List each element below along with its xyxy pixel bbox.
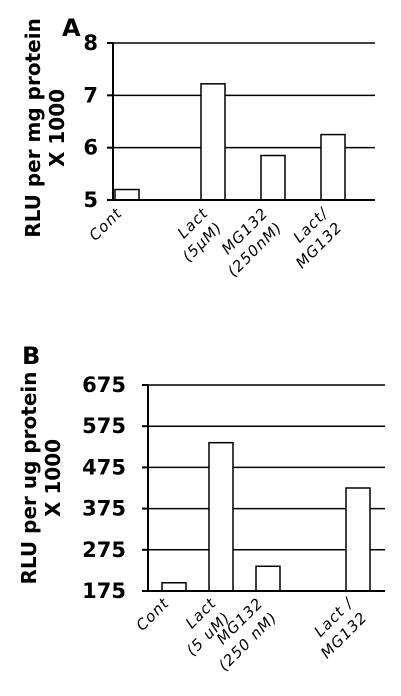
- panel-a-bar: [200, 83, 226, 201]
- panel-a-yticks: 5 6 7 8: [83, 31, 113, 212]
- panel-a-category-label: Lact(5μM): [174, 204, 226, 265]
- panel-b-category-label: Lact /MG132: [311, 593, 371, 662]
- panel-b-ytick-label: 375: [82, 497, 126, 521]
- panel-b-letter: B: [22, 342, 40, 370]
- panel-b: B RLU per ug protein X 1000 175 275 375 475…: [17, 342, 385, 674]
- panel-a-bar: [114, 188, 140, 201]
- panel-a-ytick-label: 5: [83, 188, 98, 212]
- panel-a-ylabel-line2: X 1000: [45, 89, 69, 167]
- panel-b-yticks: 175 275 375 475 575 675: [82, 373, 148, 603]
- panel-b-ytick-label: 575: [82, 414, 126, 438]
- panel-a-ytick-label: 6: [83, 136, 98, 160]
- panel-b-ytick-label: 175: [82, 579, 126, 603]
- panel-b-ytick-label: 675: [82, 373, 126, 397]
- panel-a-bar: [320, 133, 346, 201]
- panel-a-category-labels: Cont Lact(5μM)MG132(250nM) Lact/MG132: [85, 203, 346, 280]
- panel-b-bar: [161, 582, 187, 592]
- panel-b-ytick-label: 475: [82, 455, 126, 479]
- panel-b-bar: [208, 441, 234, 592]
- panel-a-ytick-label: 8: [83, 31, 98, 55]
- panel-a-category-label: MG132(250nM): [218, 204, 286, 280]
- panel-a-letter: A: [62, 14, 81, 42]
- panel-b-category-label: Cont: [132, 594, 172, 634]
- panel-b-ylabel-line1: RLU per ug protein: [17, 372, 41, 585]
- panel-a-gridlines: [113, 42, 375, 149]
- panel-b-category-labels: Cont Lact(5 uM)MG132(250 nM) Lact /MG132: [132, 593, 371, 674]
- panel-a-bars: [114, 83, 346, 201]
- panel-b-bar: [255, 565, 281, 592]
- panel-b-ytick-label: 275: [82, 538, 126, 562]
- panel-a-ylabel-line1: RLU per mg protein: [21, 18, 45, 238]
- panel-b-bars: [161, 441, 371, 592]
- panel-a-ytick-label: 7: [83, 83, 98, 107]
- panel-a-bar: [260, 154, 286, 201]
- panel-b-ylabel-line2: X 1000: [41, 439, 65, 517]
- panel-a: A RLU per mg protein X 1000 5 6 7 8 Cont Lac…: [21, 14, 375, 280]
- panel-a-category-label: Lact/MG132: [290, 203, 346, 272]
- panel-b-bar: [345, 487, 371, 592]
- panel-b-category-text: Cont: [132, 594, 172, 634]
